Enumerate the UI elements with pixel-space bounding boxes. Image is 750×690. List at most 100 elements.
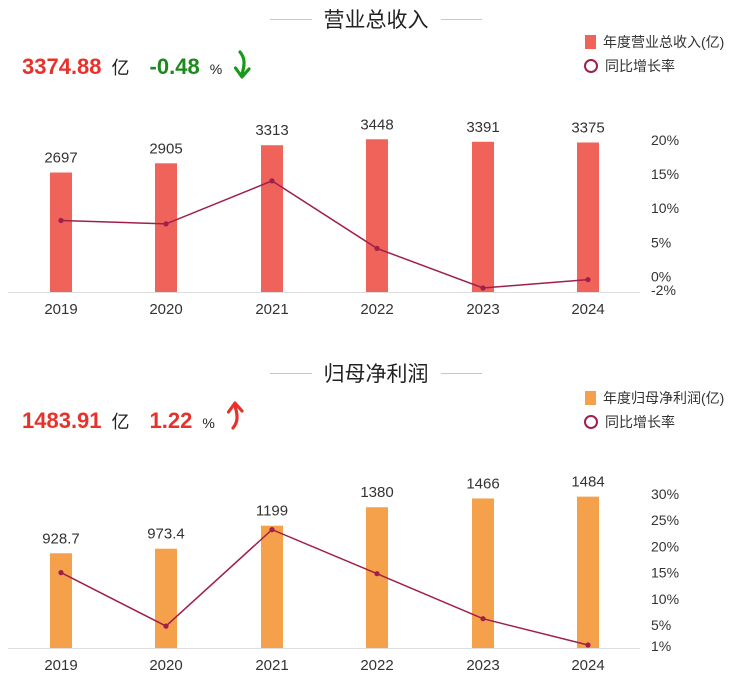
y-tick-label: -2% <box>651 282 676 298</box>
bar <box>155 163 177 292</box>
chart-title: 营业总收入 <box>323 8 429 32</box>
y-tick-label: 10% <box>651 200 679 216</box>
x-tick-label: 2022 <box>360 657 393 674</box>
line-point <box>585 642 591 648</box>
data-label: 3391 <box>466 119 499 136</box>
x-tick-label: 2019 <box>44 301 77 318</box>
data-label: 3313 <box>255 122 288 139</box>
data-label: 973.4 <box>147 526 185 543</box>
profit-legend: 年度归母净利润(亿) 同比增长率 <box>584 386 724 434</box>
data-label: 2905 <box>149 140 182 157</box>
line-swatch <box>584 415 598 429</box>
y-tick-label: 15% <box>651 565 679 581</box>
headline-unit: 亿 <box>111 58 130 79</box>
revenue-chart: 2697 2019 2905 2020 3313 2021 3448 2022 3391 2023… <box>8 116 679 318</box>
x-tick-label: 2021 <box>255 301 288 318</box>
headline-value: 3374.88 <box>22 54 102 79</box>
bar <box>472 141 494 292</box>
headline-change: -0.48 <box>149 54 200 79</box>
legend-item-bar[interactable]: 年度归母净利润(亿) <box>585 386 724 410</box>
bar <box>261 145 283 292</box>
data-label: 1466 <box>466 475 499 492</box>
bar <box>155 548 177 648</box>
profit-chart: 928.7 2019 973.4 2020 1199 2021 1380 2022 1466 20… <box>8 474 679 674</box>
line-swatch <box>584 59 598 73</box>
y-tick-label: 0% <box>651 268 671 284</box>
legend-item-line[interactable]: 同比增长率 <box>584 410 724 434</box>
bar <box>366 507 388 648</box>
line-point <box>480 285 486 291</box>
bar <box>366 139 388 292</box>
x-tick-label: 2024 <box>571 657 604 674</box>
revenue-summary: 3374.88 亿 -0.48 % <box>22 44 252 80</box>
y-tick-label: 10% <box>651 591 679 607</box>
profit-panel: 归母净利润 1483.91 亿 1.22 % 年度归母净利润(亿) 同比增长率 … <box>0 352 750 690</box>
headline-value: 1483.91 <box>22 408 102 433</box>
arrow-down-icon <box>234 50 252 85</box>
headline-change-unit: % <box>202 415 215 431</box>
bar-swatch <box>585 35 596 49</box>
y-tick-label: 30% <box>651 486 679 502</box>
bar <box>577 496 599 648</box>
x-tick-label: 2023 <box>466 657 499 674</box>
legend-item-bar[interactable]: 年度营业总收入(亿) <box>585 30 724 54</box>
growth-line <box>60 180 589 289</box>
legend-label: 年度营业总收入(亿) <box>603 34 725 50</box>
line-point <box>58 217 64 224</box>
bar <box>50 172 72 292</box>
y-tick-label: 15% <box>651 166 679 182</box>
legend-label: 年度归母净利润(亿) <box>603 390 725 406</box>
arrow-up-icon <box>226 400 245 435</box>
growth-line <box>60 528 589 646</box>
data-label: 2697 <box>44 150 77 167</box>
revenue-title-bar: 营业总收入 <box>270 2 482 36</box>
line-point <box>269 178 275 184</box>
legend-label: 同比增长率 <box>605 414 675 430</box>
bar <box>261 525 283 648</box>
title-divider-right <box>440 372 482 374</box>
data-label: 1484 <box>571 474 604 491</box>
y-tick-label: 25% <box>651 512 679 528</box>
title-divider-right <box>440 18 482 20</box>
x-tick-label: 2020 <box>149 301 182 318</box>
line-point <box>58 570 64 576</box>
bar <box>472 498 494 648</box>
legend-item-line[interactable]: 同比增长率 <box>584 54 724 78</box>
bar-swatch <box>585 391 596 405</box>
data-label: 3375 <box>571 119 604 136</box>
x-tick-label: 2021 <box>255 657 288 674</box>
line-point <box>480 616 486 622</box>
line-point <box>163 221 169 227</box>
data-label: 928.7 <box>42 530 80 547</box>
profit-summary: 1483.91 亿 1.22 % <box>22 398 245 434</box>
title-divider-left <box>270 18 312 20</box>
data-label: 1199 <box>256 503 288 520</box>
line-point <box>269 527 275 533</box>
profit-title-bar: 归母净利润 <box>270 356 482 390</box>
x-tick-label: 2020 <box>149 657 182 674</box>
y-tick-label: 20% <box>651 132 679 148</box>
chart-title: 归母净利润 <box>323 362 429 386</box>
headline-change-unit: % <box>209 61 223 77</box>
y-tick-label: 1% <box>651 638 671 654</box>
line-point <box>374 571 380 577</box>
x-tick-label: 2019 <box>44 657 77 674</box>
data-label: 3448 <box>360 116 393 133</box>
data-label: 1380 <box>360 484 393 501</box>
bar <box>50 553 72 648</box>
x-tick-label: 2022 <box>360 301 393 318</box>
x-tick-label: 2023 <box>466 301 499 318</box>
y-tick-label: 20% <box>651 538 679 554</box>
revenue-panel: 营业总收入 3374.88 亿 -0.48 % 年度营业总收入(亿) 同比增长率… <box>8 2 724 318</box>
y-tick-label: 5% <box>651 234 671 250</box>
legend-label: 同比增长率 <box>605 58 675 74</box>
title-divider-left <box>270 372 312 374</box>
line-point <box>163 623 169 629</box>
line-point <box>374 245 380 251</box>
line-point <box>585 277 591 283</box>
headline-change: 1.22 <box>149 408 193 433</box>
headline-unit: 亿 <box>111 412 130 433</box>
x-tick-label: 2024 <box>571 301 604 318</box>
bar <box>577 142 599 292</box>
revenue-legend: 年度营业总收入(亿) 同比增长率 <box>584 30 724 78</box>
